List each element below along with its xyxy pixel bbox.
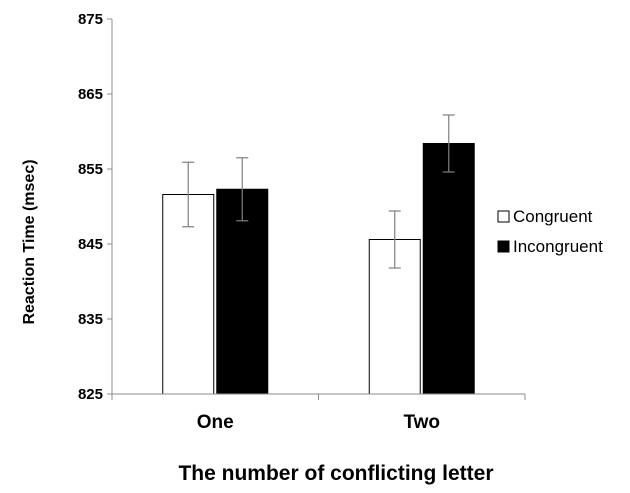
x-category-label: Two bbox=[403, 412, 440, 433]
legend-swatch-incongruent bbox=[497, 240, 510, 253]
x-axis-categories: One Two bbox=[197, 412, 440, 433]
legend: Congruent Incongruent bbox=[497, 207, 603, 256]
legend-label-incongruent: Incongruent bbox=[513, 237, 603, 256]
y-tick-label: 855 bbox=[78, 161, 103, 178]
error-bar-one-congruent bbox=[182, 161, 195, 228]
error-bar-two-congruent bbox=[388, 210, 401, 269]
error-bar-two-incongruent bbox=[442, 114, 455, 173]
x-category-label: One bbox=[197, 412, 234, 433]
legend-label-congruent: Congruent bbox=[513, 207, 593, 226]
bar-one-incongruent bbox=[216, 188, 269, 395]
x-axis-title: The number of conflicting letter bbox=[178, 462, 493, 485]
y-axis-title: Reaction Time (msec) bbox=[21, 159, 38, 324]
y-tick-label: 825 bbox=[78, 386, 103, 403]
y-tick-label: 845 bbox=[78, 236, 103, 253]
error-bars bbox=[182, 114, 455, 269]
bar-two-incongruent bbox=[422, 143, 475, 395]
y-tick-label: 865 bbox=[78, 86, 103, 103]
y-tick-label: 875 bbox=[78, 11, 103, 28]
bars bbox=[162, 143, 475, 395]
error-bar-one-incongruent bbox=[236, 157, 249, 222]
y-tick-label: 835 bbox=[78, 311, 103, 328]
legend-swatch-congruent bbox=[497, 210, 510, 223]
y-axis-ticks: 825 835 845 855 865 875 bbox=[78, 11, 526, 403]
